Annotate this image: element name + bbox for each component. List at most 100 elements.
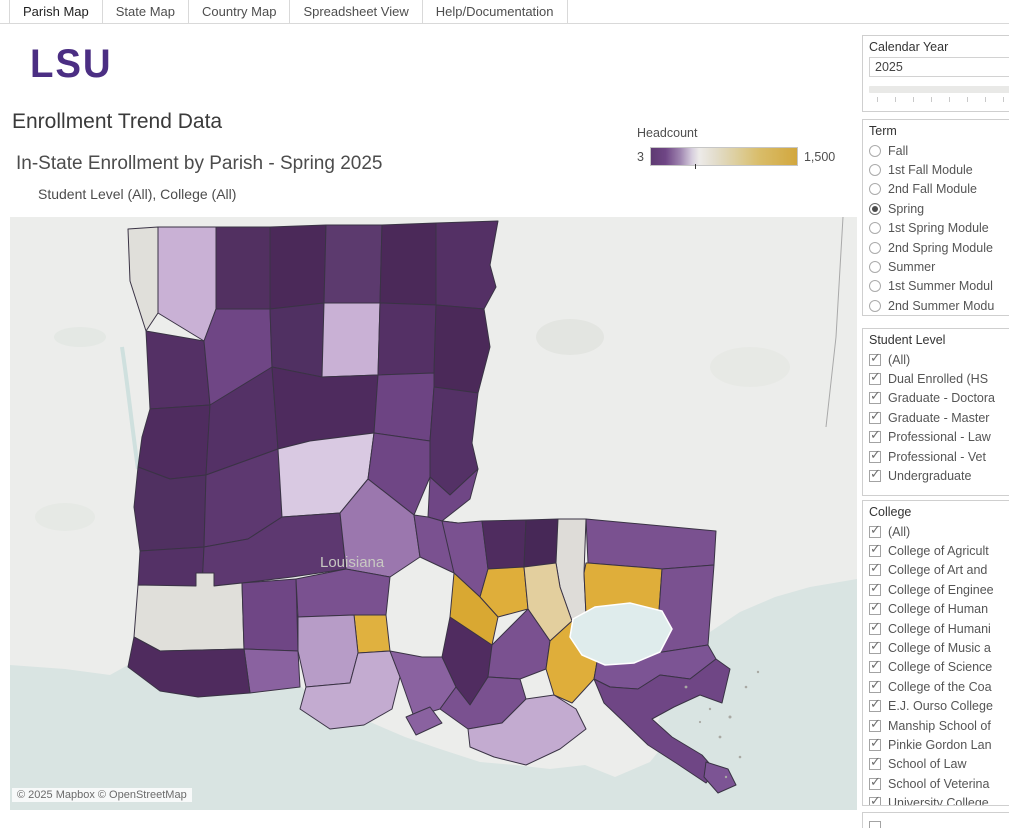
parish[interactable] <box>127 226 159 332</box>
parish[interactable] <box>295 568 391 618</box>
checkbox-checked-icon[interactable]: ✓ <box>869 579 881 596</box>
calendar-year-slider[interactable] <box>869 86 1009 93</box>
parish[interactable] <box>145 330 211 410</box>
parish[interactable] <box>467 694 587 766</box>
college-option-engineering[interactable]: ✓ College of Enginee <box>869 580 1009 599</box>
tab-parish-map[interactable]: Parish Map <box>9 0 102 23</box>
term-option-fall[interactable]: Fall <box>869 141 1009 160</box>
college-option-manship[interactable]: ✓ Manship School of <box>869 716 1009 735</box>
parish[interactable] <box>377 302 437 376</box>
college-option-veterinary[interactable]: ✓ School of Veterina <box>869 774 1009 793</box>
parish[interactable] <box>137 404 211 480</box>
checkbox-checked-icon[interactable]: ✓ <box>869 388 881 405</box>
checkbox-checked-icon[interactable]: ✓ <box>869 407 881 424</box>
parish[interactable] <box>299 650 401 730</box>
college-option-all[interactable]: ✓ (All) <box>869 522 1009 541</box>
college-option-human-sciences[interactable]: ✓ College of Human <box>869 600 1009 619</box>
checkbox-icon[interactable] <box>869 820 881 828</box>
checkbox-checked-icon[interactable]: ✓ <box>869 427 881 444</box>
parish[interactable] <box>133 466 207 552</box>
parish[interactable] <box>405 706 443 736</box>
term-option-1st-summer-module[interactable]: 1st Summer Modul <box>869 277 1009 296</box>
term-option-1st-spring-module[interactable]: 1st Spring Module <box>869 219 1009 238</box>
parish-shapes[interactable] <box>127 220 737 794</box>
radio-button-icon[interactable] <box>869 144 881 157</box>
term-option-1st-fall-module[interactable]: 1st Fall Module <box>869 160 1009 179</box>
parish[interactable] <box>269 224 327 310</box>
tab-help-documentation[interactable]: Help/Documentation <box>421 0 568 23</box>
parish[interactable] <box>323 224 383 304</box>
college-option-coast[interactable]: ✓ College of the Coa <box>869 677 1009 696</box>
radio-button-icon[interactable] <box>869 164 881 177</box>
radio-button-icon[interactable] <box>869 241 881 254</box>
parish[interactable] <box>433 304 491 394</box>
college-option-science[interactable]: ✓ College of Science <box>869 658 1009 677</box>
parish[interactable] <box>215 226 271 310</box>
map-canvas[interactable]: Louisiana <box>10 217 857 810</box>
radio-button-icon[interactable] <box>869 299 881 312</box>
parish[interactable] <box>353 614 391 654</box>
checkbox-checked-icon[interactable]: ✓ <box>869 349 881 366</box>
checkbox-checked-icon[interactable]: ✓ <box>869 734 881 751</box>
checkbox-checked-icon[interactable]: ✓ <box>869 618 881 635</box>
map-attribution[interactable]: © 2025 Mapbox © OpenStreetMap <box>12 788 192 802</box>
term-option-2nd-summer-module[interactable]: 2nd Summer Modu <box>869 296 1009 315</box>
student-level-option-all[interactable]: ✓ (All) <box>869 350 1009 369</box>
partial-option-row[interactable] <box>869 817 1009 828</box>
parish[interactable] <box>593 658 731 784</box>
checkbox-checked-icon[interactable]: ✓ <box>869 541 881 558</box>
college-option-agriculture[interactable]: ✓ College of Agricult <box>869 541 1009 560</box>
term-option-2nd-fall-module[interactable]: 2nd Fall Module <box>869 180 1009 199</box>
college-option-ej-ourso[interactable]: ✓ E.J. Ourso College <box>869 697 1009 716</box>
radio-button-icon[interactable] <box>869 261 881 274</box>
student-level-option-professional-law[interactable]: ✓ Professional - Law <box>869 428 1009 447</box>
radio-button-icon[interactable] <box>869 280 881 293</box>
term-option-summer[interactable]: Summer <box>869 257 1009 276</box>
student-level-option-graduate-masters[interactable]: ✓ Graduate - Master <box>869 408 1009 427</box>
radio-button-selected-icon[interactable] <box>869 202 881 215</box>
tab-state-map[interactable]: State Map <box>101 0 189 23</box>
college-option-music[interactable]: ✓ College of Music a <box>869 638 1009 657</box>
parish[interactable] <box>269 302 325 378</box>
radio-button-icon[interactable] <box>869 222 881 235</box>
checkbox-checked-icon[interactable]: ✓ <box>869 676 881 693</box>
checkbox-checked-icon[interactable]: ✓ <box>869 715 881 732</box>
radio-button-icon[interactable] <box>869 183 881 196</box>
tab-spreadsheet-view[interactable]: Spreadsheet View <box>289 0 422 23</box>
parish[interactable] <box>435 220 499 310</box>
parish[interactable] <box>297 614 359 688</box>
student-level-option-professional-vet[interactable]: ✓ Professional - Vet <box>869 447 1009 466</box>
term-option-2nd-spring-module[interactable]: 2nd Spring Module <box>869 238 1009 257</box>
parish[interactable] <box>703 761 737 794</box>
legend-gradient-bar[interactable] <box>649 147 798 169</box>
checkbox-checked-icon[interactable]: ✓ <box>869 466 881 483</box>
checkbox-checked-icon[interactable]: ✓ <box>869 794 881 805</box>
parish[interactable] <box>481 519 527 570</box>
checkbox-checked-icon[interactable]: ✓ <box>869 369 881 386</box>
tab-country-map[interactable]: Country Map <box>188 0 290 23</box>
parish[interactable] <box>127 636 251 698</box>
term-option-spring[interactable]: Spring <box>869 199 1009 218</box>
checkbox-checked-icon[interactable]: ✓ <box>869 773 881 790</box>
checkbox-checked-icon[interactable]: ✓ <box>869 521 881 538</box>
student-level-option-undergraduate[interactable]: ✓ Undergraduate <box>869 466 1009 485</box>
parish[interactable] <box>243 648 301 694</box>
calendar-year-input[interactable] <box>869 57 1009 77</box>
parish[interactable] <box>241 578 299 652</box>
checkbox-checked-icon[interactable]: ✓ <box>869 599 881 616</box>
college-option-humanities[interactable]: ✓ College of Humani <box>869 619 1009 638</box>
parish[interactable] <box>523 518 559 568</box>
parish[interactable] <box>321 302 381 378</box>
checkbox-checked-icon[interactable]: ✓ <box>869 560 881 577</box>
checkbox-checked-icon[interactable]: ✓ <box>869 754 881 771</box>
parish[interactable] <box>367 432 431 516</box>
college-option-law[interactable]: ✓ School of Law <box>869 755 1009 774</box>
student-level-option-dual-enrolled[interactable]: ✓ Dual Enrolled (HS <box>869 369 1009 388</box>
student-level-option-graduate-doctoral[interactable]: ✓ Graduate - Doctora <box>869 389 1009 408</box>
college-option-pinkie-gordon[interactable]: ✓ Pinkie Gordon Lan <box>869 735 1009 754</box>
parish-choropleth-map[interactable]: Louisiana © 2025 Mapbox © OpenStreetMap <box>10 217 857 810</box>
college-option-art-and-design[interactable]: ✓ College of Art and <box>869 561 1009 580</box>
checkbox-checked-icon[interactable]: ✓ <box>869 446 881 463</box>
parish[interactable] <box>373 372 435 442</box>
checkbox-checked-icon[interactable]: ✓ <box>869 696 881 713</box>
